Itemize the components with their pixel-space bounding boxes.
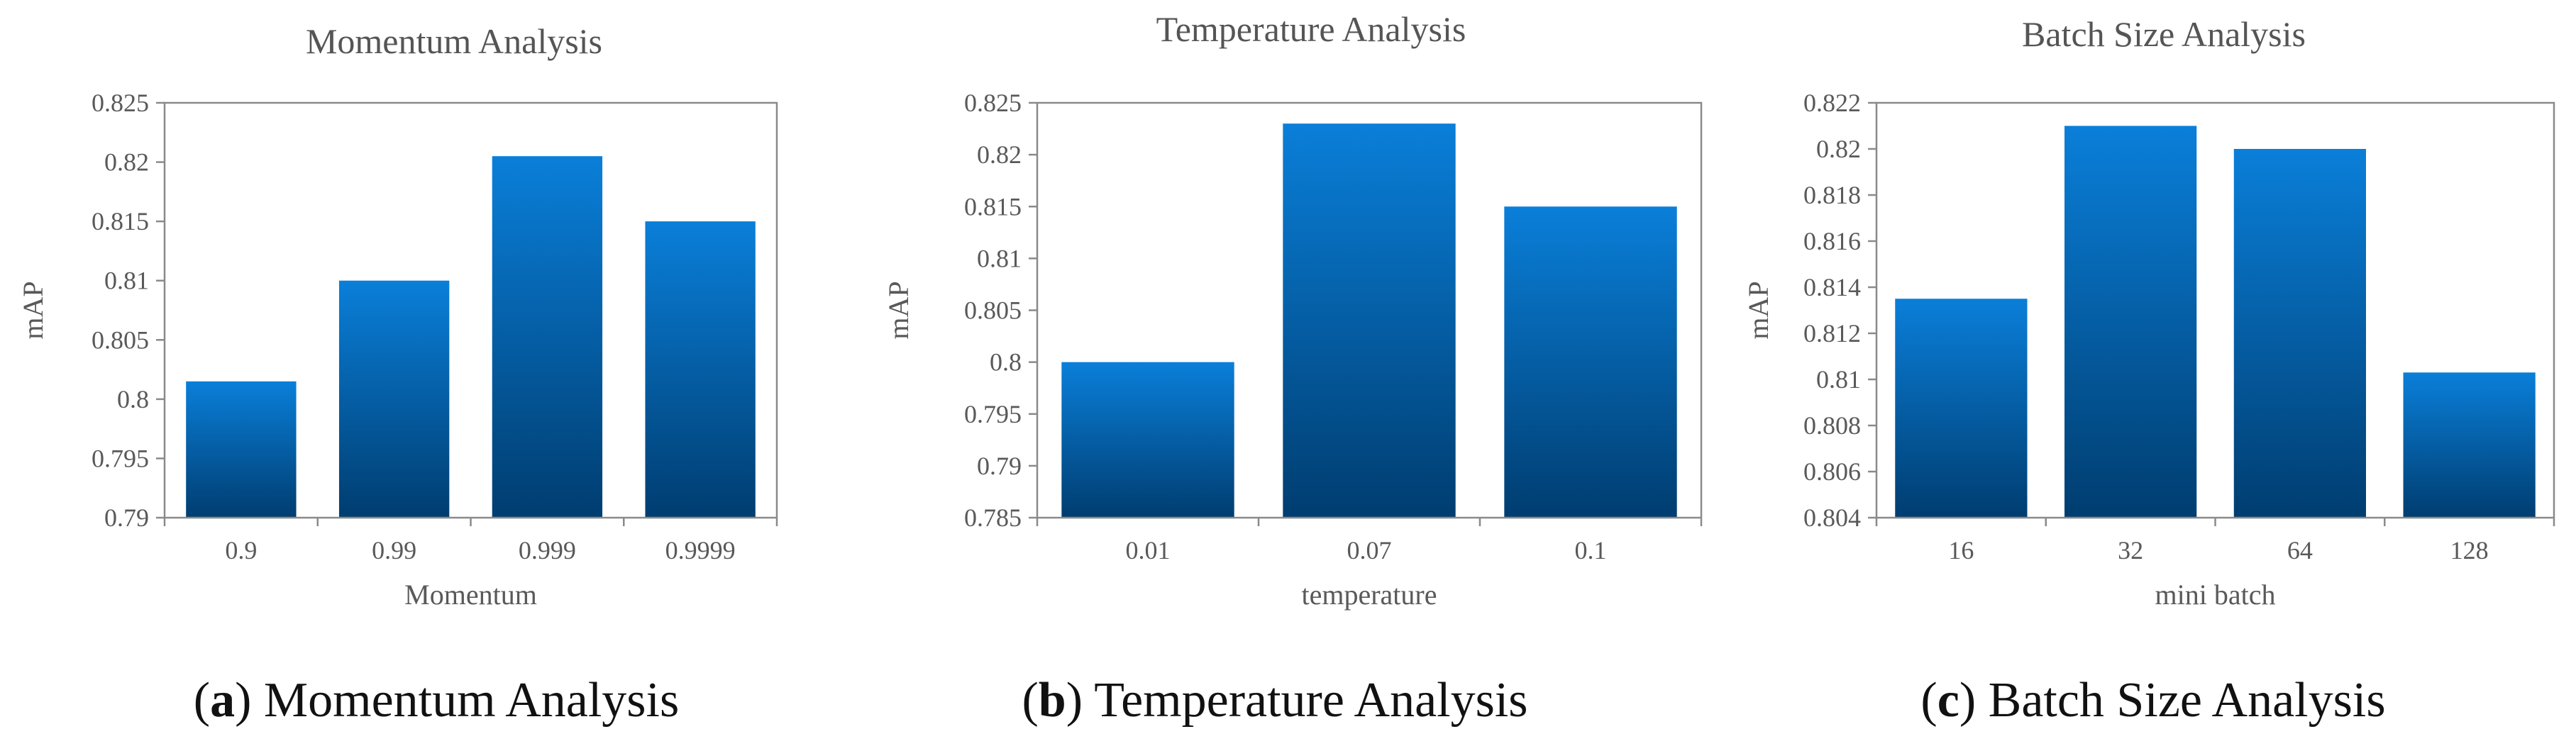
y-tick-label: 0.825 xyxy=(92,89,149,117)
caption-close-paren: ) xyxy=(1066,673,1095,728)
y-axis-label: mAP xyxy=(883,281,914,339)
y-tick-label: 0.816 xyxy=(1803,227,1861,255)
caption-open-paren: ( xyxy=(1022,673,1038,728)
x-tick-label: 0.9999 xyxy=(665,536,736,564)
subfigure-caption: (a) Momentum Analysis xyxy=(194,673,679,728)
bar-0.99 xyxy=(338,280,450,518)
y-axis-label: mAP xyxy=(1742,281,1774,339)
y-tick-label: 0.8 xyxy=(990,348,1022,377)
subfigure-caption: (b) Temperature Analysis xyxy=(1022,673,1527,728)
bar-0.1 xyxy=(1504,206,1677,518)
y-tick-label: 0.785 xyxy=(964,504,1022,532)
momentum-chart: Momentum Analysis 0.79 0.795 0.8 0.805 0.81 0.… xyxy=(17,21,778,728)
x-axis-label: mini batch xyxy=(2155,579,2276,611)
caption-open-paren: ( xyxy=(194,673,210,728)
caption-letter: a xyxy=(210,673,235,728)
y-tick-label: 0.808 xyxy=(1803,411,1861,440)
y-tick-label: 0.825 xyxy=(964,89,1022,117)
y-tick-label: 0.81 xyxy=(1816,365,1861,394)
y-axis-label: mAP xyxy=(17,281,49,339)
caption-close-paren: ) xyxy=(235,673,264,728)
y-tick-label: 0.815 xyxy=(964,192,1022,221)
caption-letter: c xyxy=(1937,673,1959,728)
plot-frame xyxy=(1875,101,2555,518)
bar-0.9999 xyxy=(645,221,756,518)
y-tick-label: 0.814 xyxy=(1803,273,1861,301)
bar-0.07 xyxy=(1283,123,1456,518)
bar-128 xyxy=(2403,372,2536,518)
x-tick-label: 0.1 xyxy=(1575,536,1607,564)
y-tick-label: 0.805 xyxy=(92,326,149,354)
y-tick-label: 0.8 xyxy=(117,385,149,413)
x-tick-label: 128 xyxy=(2450,536,2489,564)
caption-text: Momentum Analysis xyxy=(264,673,679,728)
y-tick-label: 0.81 xyxy=(977,244,1022,272)
plot-frame xyxy=(163,101,778,518)
x-tick-label: 0.01 xyxy=(1126,536,1171,564)
y-tick-label: 0.822 xyxy=(1803,89,1861,117)
chart-title: Batch Size Analysis xyxy=(2022,14,2306,54)
x-tick-label: 16 xyxy=(1948,536,1974,564)
y-tick-label: 0.815 xyxy=(92,207,149,235)
bar-0.999 xyxy=(492,156,603,518)
chart-title: Temperature Analysis xyxy=(1156,9,1466,49)
y-tick-label: 0.812 xyxy=(1803,319,1861,347)
bar-0.9 xyxy=(186,381,297,518)
bar-32 xyxy=(2064,126,2197,518)
plot-frame xyxy=(1036,101,1703,518)
x-tick-label: 0.999 xyxy=(519,536,576,564)
x-axis-label: Momentum xyxy=(404,579,537,611)
batch-size-chart: Batch Size Analysis 0.804 0.806 0.808 0.81 0.… xyxy=(1742,14,2555,728)
y-tick-label: 0.806 xyxy=(1803,457,1861,486)
caption-letter: b xyxy=(1039,673,1066,728)
subfigure-caption: (c) Batch Size Analysis xyxy=(1920,673,2385,728)
x-axis-label: temperature xyxy=(1302,579,1437,611)
y-tick-label: 0.804 xyxy=(1803,504,1861,532)
temperature-chart: Temperature Analysis 0.785 0.79 0.795 0.8 0.8… xyxy=(883,9,1703,728)
caption-open-paren: ( xyxy=(1920,673,1937,728)
x-tick-label: 0.99 xyxy=(372,536,416,564)
y-tick-label: 0.81 xyxy=(104,267,149,295)
y-tick-label: 0.805 xyxy=(964,296,1022,325)
y-tick-label: 0.818 xyxy=(1803,181,1861,209)
y-tick-label: 0.82 xyxy=(104,148,149,177)
y-tick-label: 0.795 xyxy=(964,400,1022,428)
y-tick-label: 0.82 xyxy=(1816,135,1861,163)
caption-text: Batch Size Analysis xyxy=(1989,673,2386,728)
y-tick-label: 0.82 xyxy=(977,140,1022,169)
bar-64 xyxy=(2233,149,2366,518)
caption-close-paren: ) xyxy=(1959,673,1989,728)
chart-title: Momentum Analysis xyxy=(306,21,602,61)
caption-text: Temperature Analysis xyxy=(1094,673,1527,728)
bar-0.01 xyxy=(1061,362,1234,518)
y-tick-label: 0.79 xyxy=(104,504,149,532)
y-tick-label: 0.79 xyxy=(977,452,1022,480)
y-tick-label: 0.795 xyxy=(92,444,149,472)
x-tick-label: 64 xyxy=(2287,536,2313,564)
x-tick-label: 0.9 xyxy=(225,536,257,564)
bar-16 xyxy=(1895,299,2028,518)
x-tick-label: 32 xyxy=(2118,536,2143,564)
x-tick-label: 0.07 xyxy=(1347,536,1392,564)
